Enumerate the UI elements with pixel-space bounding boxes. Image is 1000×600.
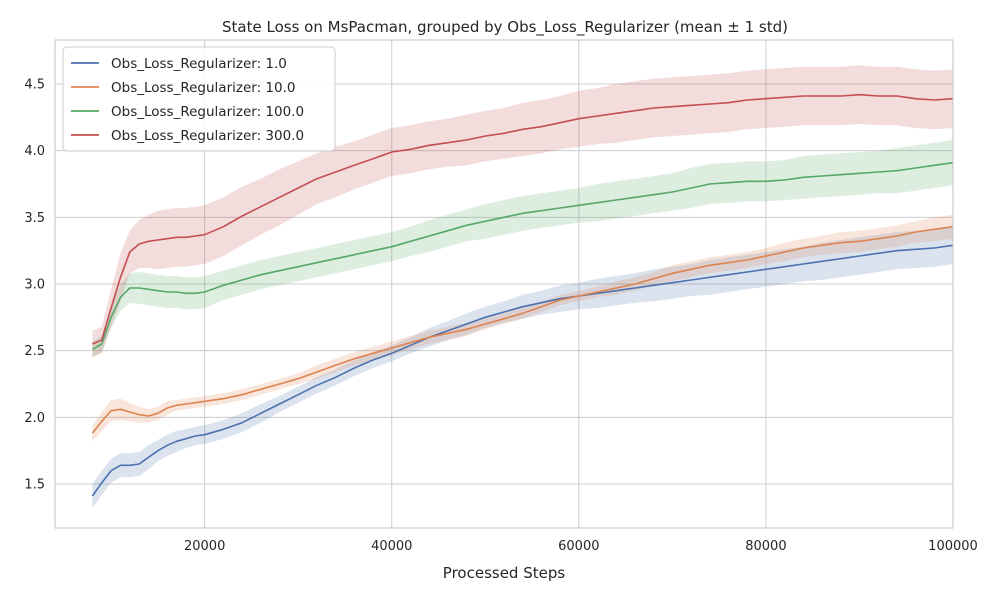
legend-label: Obs_Loss_Regularizer: 1.0 [111,56,287,72]
y-tick-label: 3.0 [24,278,45,293]
series-line-1 [91,244,954,497]
chart-title: State Loss on MsPacman, grouped by Obs_L… [222,18,788,37]
x-axis-label: Processed Steps [443,564,566,582]
x-tick-label: 40000 [371,539,412,554]
x-tick-label: 60000 [558,539,599,554]
y-tick-labels: 1.5 2.0 2.5 3.0 3.5 4.0 4.5 [24,78,45,493]
y-tick-label: 4.5 [24,78,45,93]
x-tick-label: 20000 [184,539,225,554]
x-tick-label: 100000 [928,539,978,554]
legend: Obs_Loss_Regularizer: 1.0 Obs_Loss_Regula… [62,46,336,152]
x-tick-labels: 20000 40000 60000 80000 100000 [184,539,978,554]
series-line-3 [92,161,954,350]
y-tick-label: 1.5 [24,478,45,493]
legend-label: Obs_Loss_Regularizer: 10.0 [111,80,295,96]
y-tick-label: 3.5 [24,211,45,226]
legend-box [62,46,336,152]
series-line-2 [91,225,954,434]
series-lines [91,93,954,497]
std-band-series-1 [92,226,953,508]
plot-frame [54,39,954,529]
x-tick-label: 80000 [745,539,786,554]
std-band-series-2 [92,214,953,442]
legend-label: Obs_Loss_Regularizer: 300.0 [111,128,304,144]
legend-label: Obs_Loss_Regularizer: 100.0 [111,104,304,120]
y-tick-label: 2.0 [24,411,45,426]
std-band-series-3 [92,140,953,358]
y-tick-label: 2.5 [24,344,45,359]
series-line-4 [92,93,954,345]
y-tick-label: 4.0 [24,144,45,159]
